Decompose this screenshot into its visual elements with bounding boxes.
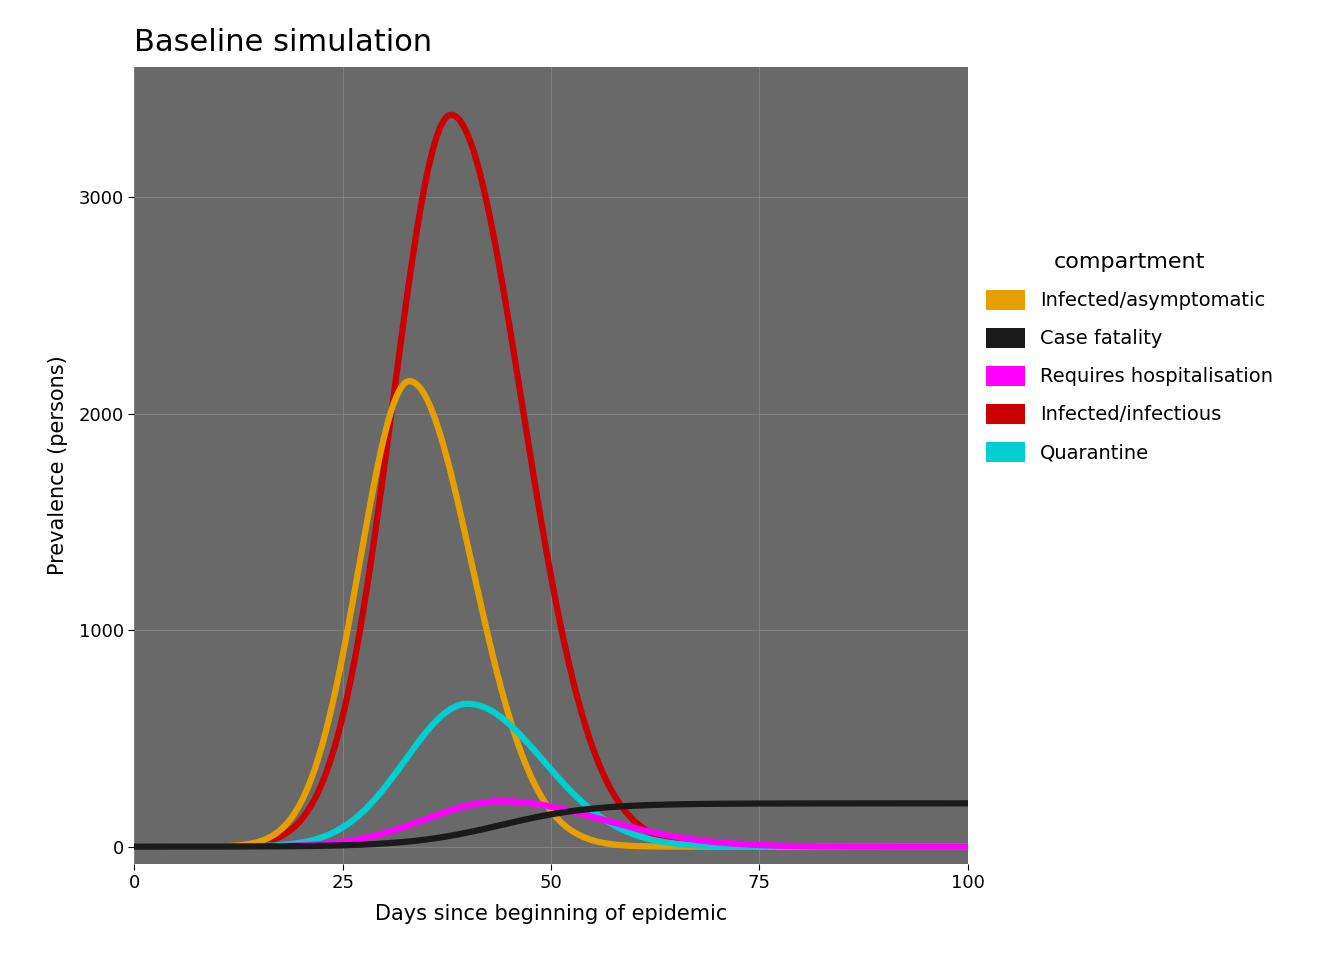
Infected/infectious xyxy=(532,508,548,519)
Case fatality xyxy=(169,841,185,852)
Quarantine xyxy=(960,841,976,852)
Requires hospitalisation xyxy=(960,841,976,852)
Infected/infectious xyxy=(169,841,185,852)
Infected/infectious xyxy=(444,109,460,121)
Line: Infected/asymptomatic: Infected/asymptomatic xyxy=(134,381,968,847)
Legend: Infected/asymptomatic, Case fatality, Requires hospitalisation, Infected/infecti: Infected/asymptomatic, Case fatality, Re… xyxy=(985,252,1273,463)
Requires hospitalisation xyxy=(935,841,952,852)
Infected/asymptomatic xyxy=(935,841,952,852)
Infected/asymptomatic xyxy=(782,841,798,852)
Quarantine xyxy=(509,727,526,738)
X-axis label: Days since beginning of epidemic: Days since beginning of epidemic xyxy=(375,903,727,924)
Requires hospitalisation xyxy=(532,799,548,810)
Quarantine xyxy=(460,698,476,709)
Line: Quarantine: Quarantine xyxy=(134,704,968,847)
Quarantine xyxy=(169,841,185,852)
Line: Requires hospitalisation: Requires hospitalisation xyxy=(134,802,968,847)
Case fatality xyxy=(960,798,976,809)
Infected/infectious xyxy=(126,841,142,852)
Line: Infected/infectious: Infected/infectious xyxy=(134,115,968,847)
Infected/asymptomatic xyxy=(935,841,952,852)
Requires hospitalisation xyxy=(935,841,952,852)
Infected/infectious xyxy=(935,841,952,852)
Line: Case fatality: Case fatality xyxy=(134,804,968,847)
Requires hospitalisation xyxy=(493,796,509,807)
Infected/infectious xyxy=(935,841,952,852)
Requires hospitalisation xyxy=(782,840,798,852)
Infected/infectious xyxy=(509,372,526,384)
Case fatality xyxy=(782,798,798,809)
Case fatality xyxy=(531,811,547,823)
Case fatality xyxy=(935,798,952,809)
Case fatality xyxy=(935,798,952,809)
Text: Baseline simulation: Baseline simulation xyxy=(134,28,433,57)
Requires hospitalisation xyxy=(126,841,142,852)
Infected/infectious xyxy=(782,841,798,852)
Infected/asymptomatic xyxy=(960,841,976,852)
Case fatality xyxy=(126,841,142,852)
Quarantine xyxy=(126,841,142,852)
Requires hospitalisation xyxy=(169,841,185,852)
Quarantine xyxy=(532,751,548,762)
Infected/infectious xyxy=(960,841,976,852)
Y-axis label: Prevalence (persons): Prevalence (persons) xyxy=(47,356,67,575)
Requires hospitalisation xyxy=(509,796,526,807)
Quarantine xyxy=(935,841,952,852)
Case fatality xyxy=(509,815,526,827)
Infected/asymptomatic xyxy=(169,841,185,852)
Infected/asymptomatic xyxy=(126,841,142,852)
Quarantine xyxy=(935,841,952,852)
Infected/asymptomatic xyxy=(532,788,548,800)
Infected/asymptomatic xyxy=(402,375,418,387)
Quarantine xyxy=(782,841,798,852)
Infected/asymptomatic xyxy=(509,738,526,750)
